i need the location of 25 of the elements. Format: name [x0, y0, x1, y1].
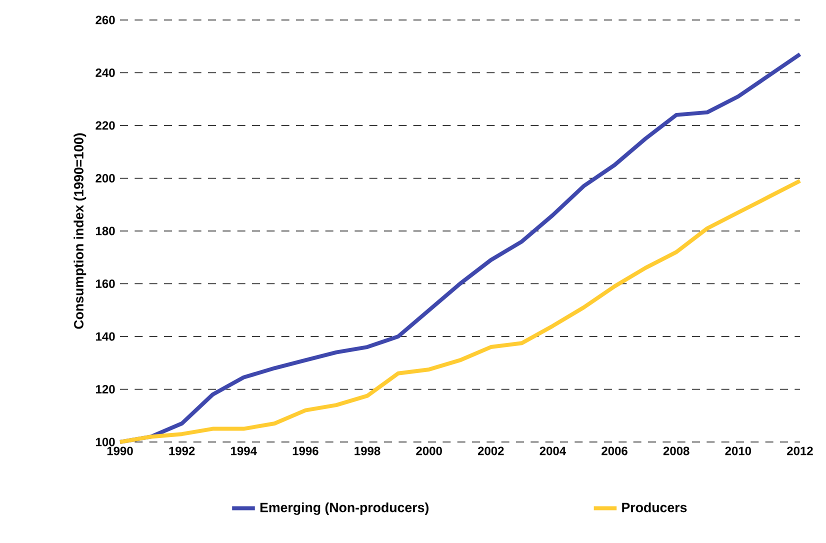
y-tick-label: 220 — [96, 121, 115, 130]
x-tick-label: 1998 — [354, 446, 380, 456]
legend-label: Emerging (Non-producers) — [260, 502, 429, 515]
y-tick-label: 200 — [96, 174, 115, 182]
y-tick-label: 100 — [96, 438, 115, 446]
x-tick-label: 1996 — [292, 446, 318, 456]
x-tick-label: 1992 — [169, 446, 195, 456]
y-tick-label: 140 — [96, 332, 115, 341]
x-tick-label: 2008 — [663, 446, 690, 456]
y-axis-title: Consumption index (1990=100) — [74, 133, 86, 329]
y-tick-label: 180 — [96, 226, 115, 236]
x-tick-label: 1990 — [107, 446, 133, 456]
x-tick-label: 2000 — [416, 446, 442, 456]
x-tick-label: 2012 — [787, 446, 813, 456]
y-tick-label: 120 — [96, 384, 115, 394]
y-tick-label: 260 — [96, 16, 115, 24]
legend-label: Producers — [622, 502, 687, 512]
y-tick-label: 240 — [96, 68, 115, 77]
x-tick-label: 1994 — [231, 446, 257, 456]
x-tick-label: 2010 — [725, 446, 752, 456]
x-tick-label: 2002 — [478, 446, 504, 456]
y-tick-label: 160 — [96, 279, 115, 288]
x-tick-label: 2004 — [540, 446, 566, 456]
line-series — [118, 178, 802, 444]
x-tick-label: 2006 — [602, 446, 628, 456]
